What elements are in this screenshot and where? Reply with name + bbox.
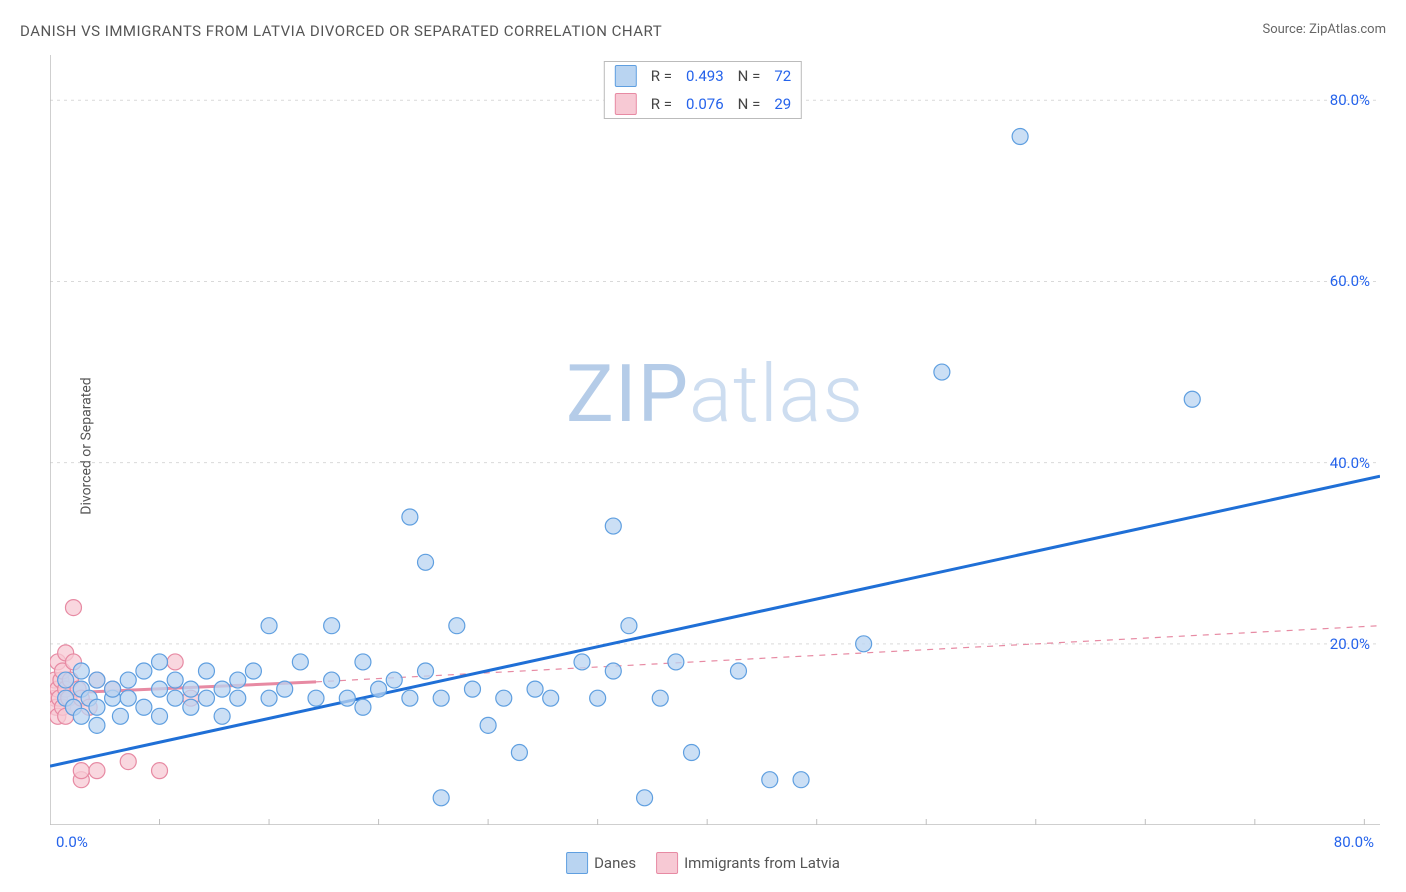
main-legend: Danes Immigrants from Latvia xyxy=(566,852,840,874)
y-tick-label: 40.0% xyxy=(1330,454,1370,472)
source-label: Source: ZipAtlas.com xyxy=(1262,22,1386,37)
n-value-danes: 72 xyxy=(774,67,791,85)
r-value-latvia: 0.076 xyxy=(686,95,724,113)
x-tick-label-right: 80.0% xyxy=(1334,833,1374,851)
legend-swatch-danes xyxy=(566,852,588,874)
chart-title: DANISH VS IMMIGRANTS FROM LATVIA DIVORCE… xyxy=(20,22,662,40)
swatch-danes xyxy=(615,65,637,87)
scatter-plot xyxy=(50,55,1380,825)
n-label: N = xyxy=(738,67,761,85)
legend-swatch-latvia xyxy=(656,852,678,874)
legend-label-latvia: Immigrants from Latvia xyxy=(684,854,840,872)
chart-area: ZIPatlas 20.0%40.0%60.0%80.0%0.0%80.0% xyxy=(50,55,1380,825)
legend-item-latvia: Immigrants from Latvia xyxy=(656,852,840,874)
stats-legend: R = 0.493 N = 72 R = 0.076 N = 29 xyxy=(604,61,802,119)
stats-row-latvia: R = 0.076 N = 29 xyxy=(605,90,801,118)
n-label: N = xyxy=(738,95,761,113)
r-value-danes: 0.493 xyxy=(686,67,724,85)
x-tick-label-left: 0.0% xyxy=(56,833,88,851)
y-tick-label: 80.0% xyxy=(1330,91,1370,109)
n-value-latvia: 29 xyxy=(774,95,791,113)
y-tick-label: 20.0% xyxy=(1330,635,1370,653)
stats-row-danes: R = 0.493 N = 72 xyxy=(605,62,801,90)
swatch-latvia xyxy=(615,93,637,115)
legend-item-danes: Danes xyxy=(566,852,636,874)
r-label: R = xyxy=(651,67,672,85)
legend-label-danes: Danes xyxy=(594,854,636,872)
r-label: R = xyxy=(651,95,672,113)
y-tick-label: 60.0% xyxy=(1330,272,1370,290)
